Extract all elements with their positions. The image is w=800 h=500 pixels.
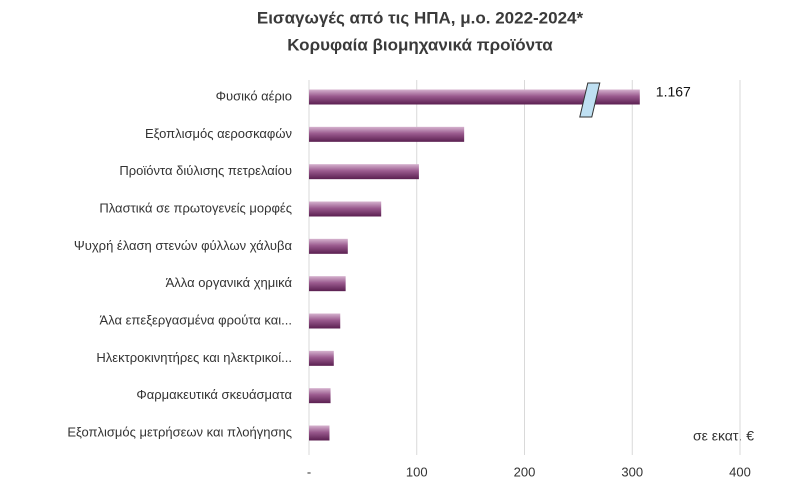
bar bbox=[309, 276, 346, 292]
bar bbox=[309, 164, 419, 180]
axis-break bbox=[579, 82, 601, 118]
bar bbox=[309, 425, 330, 441]
value-label: 1.167 bbox=[656, 84, 691, 100]
unit-annotation: σε εκατ. € bbox=[693, 428, 754, 444]
y-tick-label: Προϊόντα διύλισης πετρελαίου bbox=[119, 163, 292, 178]
bar bbox=[309, 238, 348, 254]
y-tick-label: Ηλεκτροκινητήρες και ηλεκτρικοί... bbox=[96, 350, 292, 365]
bar bbox=[309, 126, 465, 142]
x-tick-label: 200 bbox=[514, 464, 536, 479]
x-tick-label: 300 bbox=[621, 464, 643, 479]
y-tick-label: Άλλα οργανικά χημικά bbox=[166, 275, 293, 290]
bar bbox=[309, 313, 341, 329]
bar bbox=[309, 350, 334, 366]
y-tick-label: Εξοπλισμός αεροσκαφών bbox=[145, 126, 292, 141]
bar bbox=[309, 388, 331, 404]
y-tick-label: Φυσικό αέριο bbox=[216, 88, 292, 103]
y-tick-label: Εξοπλισμός μετρήσεων και πλοήγησης bbox=[67, 424, 292, 439]
x-tick-label: 400 bbox=[729, 464, 751, 479]
y-tick-label: Ψυχρή έλαση στενών φύλλων χάλυβα bbox=[74, 238, 293, 253]
y-tick-label: Φαρμακευτικά σκευάσματα bbox=[136, 387, 292, 402]
chart-subtitle: Κορυφαία βιομηχανικά προϊόντα bbox=[287, 35, 553, 54]
x-tick-label: - bbox=[307, 464, 311, 479]
y-tick-label: Πλαστικά σε πρωτογενείς μορφές bbox=[99, 200, 292, 215]
bar bbox=[309, 89, 640, 105]
chart-title: Εισαγωγές από τις ΗΠΑ, μ.ο. 2022-2024* bbox=[257, 8, 584, 27]
x-tick-label: 100 bbox=[406, 464, 428, 479]
y-tick-label: Άλα επεξεργασμένα φρούτα και... bbox=[100, 312, 292, 327]
bar bbox=[309, 201, 382, 217]
